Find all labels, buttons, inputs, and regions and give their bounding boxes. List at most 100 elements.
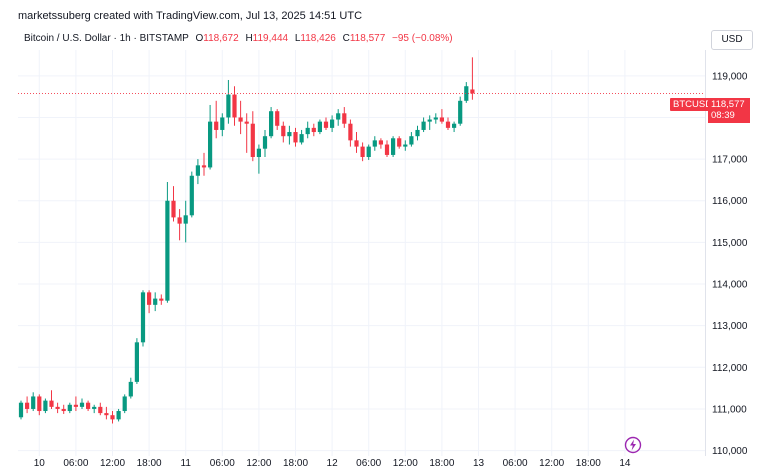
- candle-body: [342, 113, 347, 124]
- candle: [458, 96, 463, 126]
- candle-body: [464, 86, 469, 101]
- open-label: O: [195, 33, 204, 44]
- time-tick-label: 10: [34, 458, 46, 469]
- candle-body: [384, 144, 390, 155]
- candle: [18, 400, 24, 420]
- candle: [220, 113, 225, 137]
- candle-body: [25, 402, 30, 409]
- chart-grid: [18, 50, 705, 456]
- candle: [287, 125, 292, 145]
- candle-body: [299, 134, 304, 143]
- candle-body: [452, 123, 457, 128]
- candle-body: [415, 129, 420, 137]
- candle-body: [323, 121, 329, 128]
- candle: [250, 111, 255, 162]
- candle-body: [201, 165, 207, 168]
- candle-body: [214, 121, 219, 130]
- time-tick-label: 13: [473, 458, 485, 469]
- price-tick-label: 111,000: [712, 404, 747, 415]
- candle: [305, 121, 310, 139]
- candle-body: [256, 148, 261, 158]
- candle-body: [305, 127, 310, 135]
- currency-button[interactable]: USD: [711, 30, 753, 50]
- price-tick-label: 115,000: [712, 238, 748, 249]
- candle-body: [116, 411, 121, 420]
- candle: [299, 129, 304, 145]
- candle-body: [269, 111, 274, 137]
- candle-body: [128, 381, 133, 397]
- high-label: H: [245, 33, 253, 44]
- candle: [67, 402, 72, 414]
- candle: [433, 113, 438, 124]
- candle-body: [208, 121, 213, 168]
- candle-body: [55, 406, 60, 409]
- candle: [317, 119, 322, 135]
- candle-body: [354, 140, 359, 147]
- candle-body: [159, 298, 164, 301]
- candle: [226, 79, 231, 124]
- candle: [445, 117, 451, 130]
- candle: [354, 132, 359, 153]
- candle: [25, 396, 30, 414]
- candle: [366, 144, 371, 160]
- candle-body: [110, 415, 115, 420]
- candle-body: [153, 298, 158, 305]
- bar-countdown: 08:39: [711, 110, 735, 121]
- candle: [336, 109, 341, 126]
- candle-body: [250, 123, 255, 158]
- candle: [409, 132, 414, 147]
- candle-body: [391, 138, 396, 155]
- candle: [238, 100, 243, 135]
- candle: [330, 115, 335, 133]
- candle-body: [397, 138, 402, 147]
- price-tick-label: 117,000: [712, 155, 748, 166]
- candle-body: [238, 117, 243, 122]
- candle: [165, 182, 170, 303]
- symbol-title[interactable]: Bitcoin / U.S. Dollar · 1h · BITSTAMP: [24, 33, 189, 44]
- high-value: 119,444: [252, 33, 289, 44]
- candle-body: [427, 119, 432, 122]
- candle: [452, 121, 457, 133]
- candle: [31, 392, 36, 412]
- candle-body: [165, 200, 170, 301]
- low-label: L: [294, 33, 301, 44]
- candle-body: [195, 165, 200, 176]
- price-tick-label: 114,000: [712, 280, 748, 291]
- candle-body: [31, 396, 36, 409]
- candle-body: [409, 136, 414, 145]
- candle: [92, 404, 97, 414]
- chart-credit: marketssuberg created with TradingView.c…: [18, 10, 363, 22]
- candle-body: [330, 119, 335, 128]
- candle-body: [433, 117, 438, 120]
- price-tick-label: 116,000: [712, 196, 748, 207]
- candle: [201, 152, 207, 176]
- candle: [464, 82, 469, 103]
- candle: [391, 136, 396, 158]
- candle: [177, 209, 182, 241]
- time-tick-label: 12:00: [100, 458, 125, 469]
- candle: [378, 138, 383, 149]
- candle-body: [287, 132, 292, 137]
- close-label: C: [342, 33, 350, 44]
- time-axis: 10 06:00 12:00 18:00 11 06:00 12:00 18:00 12 06:0…: [34, 458, 631, 469]
- candle-body: [262, 136, 268, 149]
- low-value: 118,426: [300, 33, 336, 44]
- candle-body: [18, 402, 24, 418]
- candle: [79, 398, 85, 409]
- candle: [159, 294, 164, 305]
- candle: [360, 142, 365, 162]
- candle-body: [37, 396, 42, 412]
- candle: [269, 107, 274, 139]
- candle: [208, 104, 213, 170]
- candle: [342, 107, 347, 128]
- candle: [281, 121, 286, 143]
- symbol-legend: Bitcoin / U.S. Dollar · 1h · BITSTAMP O 1…: [24, 33, 453, 44]
- candle-body: [122, 396, 127, 412]
- candle: [256, 144, 261, 174]
- candle-body: [281, 125, 286, 137]
- candle-body: [79, 402, 85, 407]
- price-tick-label: 110,000: [712, 446, 748, 457]
- time-tick-label: 06:00: [356, 458, 381, 469]
- candle-body: [311, 127, 316, 133]
